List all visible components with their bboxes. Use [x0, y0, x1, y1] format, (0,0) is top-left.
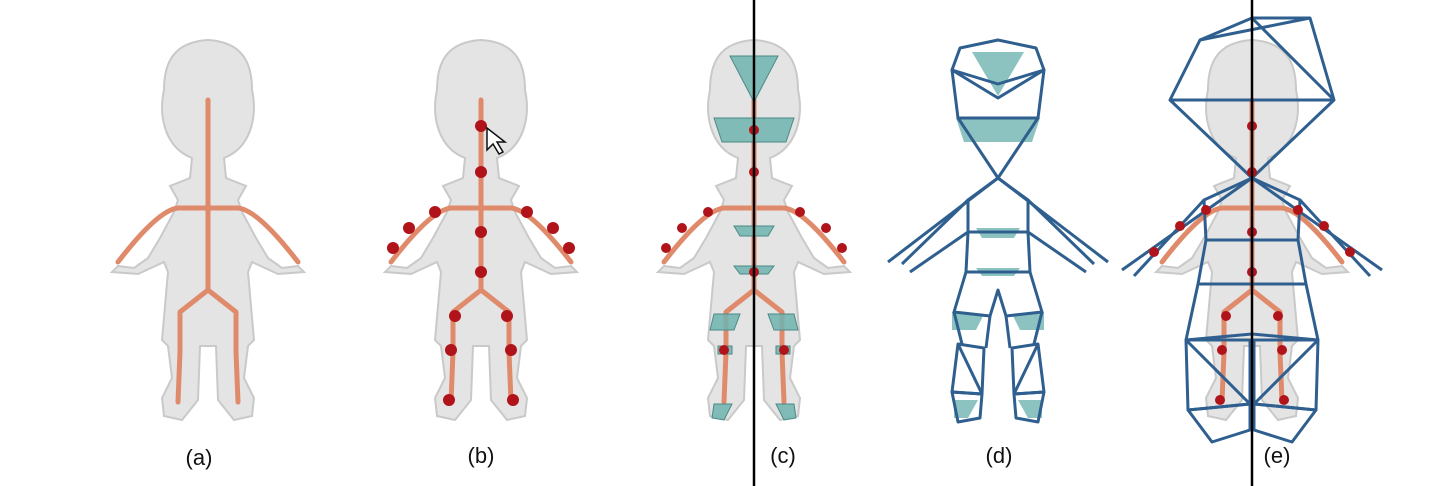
- panel-label-b: (b): [468, 443, 495, 468]
- panel-b: [384, 39, 578, 421]
- cage-wireframe: [886, 38, 1110, 424]
- panel-label-c: (c): [770, 443, 796, 468]
- cage-sections: [952, 52, 1044, 418]
- panel-d: [886, 38, 1110, 424]
- skeleton-curve: [391, 100, 571, 402]
- panel-label-a: (a): [186, 445, 213, 470]
- joint-markers: [661, 125, 847, 355]
- panel-e: [1121, 16, 1383, 444]
- skeleton-curve: [118, 100, 298, 402]
- cage-wireframe: [1121, 16, 1383, 444]
- panel-label-d: (d): [986, 443, 1013, 468]
- panel-a: [111, 39, 305, 421]
- cursor-icon: [486, 126, 508, 155]
- joint-markers: [387, 120, 575, 406]
- joint-markers: [1149, 121, 1355, 405]
- panel-label-e: (e): [1264, 443, 1291, 468]
